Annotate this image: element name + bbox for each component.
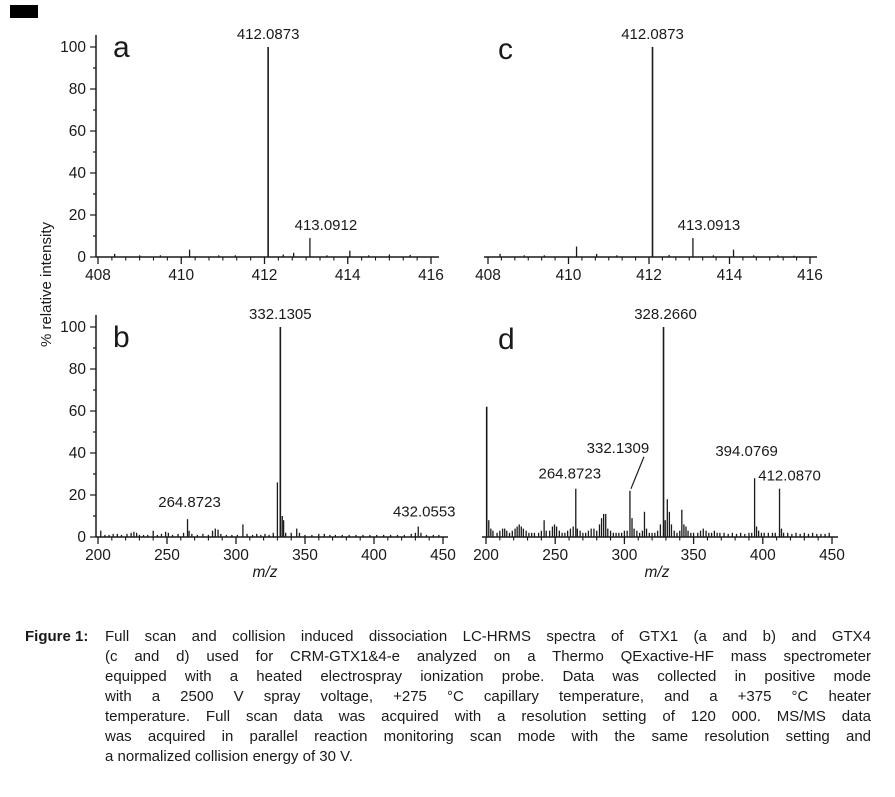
x-tick-label: 350 — [681, 547, 707, 564]
peak-label: 413.0912 — [295, 217, 358, 234]
panel-label-b: b — [113, 321, 130, 354]
y-tick-label: 100 — [60, 319, 86, 336]
spectrum-panel-b: 200 250 300 350 400 450 0 20 40 60 80 100 332.1305 26… — [60, 306, 456, 581]
y-tick-label: 20 — [69, 207, 87, 224]
y-axis-label: % relative intensity — [38, 221, 55, 348]
panel-label-d: d — [498, 323, 515, 356]
y-tick-label: 0 — [77, 249, 86, 266]
peak-label: 413.0913 — [678, 217, 741, 234]
y-tick-label: 60 — [69, 403, 87, 420]
peak-label: 332.1309 — [587, 440, 650, 457]
x-tick-label: 450 — [430, 547, 456, 564]
y-tick-label: 80 — [69, 361, 87, 378]
x-tick-label: 408 — [475, 267, 501, 284]
x-tick-label: 412 — [252, 267, 278, 284]
x-tick-label: 412 — [636, 267, 662, 284]
x-axis-title: m/z — [253, 564, 278, 581]
x-tick-label: 450 — [819, 547, 845, 564]
x-tick-label: 200 — [473, 547, 499, 564]
peaks — [499, 47, 795, 257]
peak-label-leader-line — [630, 456, 645, 490]
caption-line: Full scan and collision induced dissocia… — [105, 628, 871, 645]
peaks — [100, 327, 440, 537]
x-tick-label: 414 — [335, 267, 361, 284]
spectrum-panel-a: 408 410 412 414 416 0 20 40 60 80 100 412.0873 413.0… — [60, 26, 444, 284]
panel-label-c: c — [498, 33, 513, 66]
mass-spectra-figure: 408 410 412 414 416 0 20 40 60 80 100 412.0873 413.0… — [60, 26, 845, 581]
x-tick-label: 400 — [750, 547, 776, 564]
y-tick-label: 20 — [69, 487, 87, 504]
y-tick-label: 100 — [60, 39, 86, 56]
figure-caption-body: Full scan and collision induced dissocia… — [105, 627, 871, 767]
spectrum-panel-c: 408 410 412 414 416 412.0873 413.0913 c — [475, 26, 823, 284]
x-tick-label: 300 — [611, 547, 637, 564]
caption-line: with a 2500 V spray voltage, +275 °C cap… — [105, 688, 871, 705]
peak-label: 394.0769 — [715, 443, 778, 460]
x-tick-label: 416 — [797, 267, 823, 284]
x-tick-label: 408 — [85, 267, 111, 284]
peak-label: 412.0873 — [621, 26, 684, 43]
x-tick-label: 400 — [361, 547, 387, 564]
peak-label: 264.8723 — [158, 494, 221, 511]
figure-caption-number: Figure 1: — [25, 628, 89, 645]
panel-label-a: a — [113, 31, 130, 64]
peak-label: 264.8723 — [538, 466, 601, 483]
x-tick-label: 250 — [154, 547, 180, 564]
y-tick-label: 40 — [69, 445, 87, 462]
peak-label: 432.0553 — [393, 504, 456, 521]
peaks — [485, 327, 830, 537]
caption-line: equipped with a heated electrospray ioni… — [105, 668, 871, 685]
x-tick-label: 200 — [85, 547, 111, 564]
x-tick-label: 350 — [292, 547, 318, 564]
y-tick-label: 60 — [69, 123, 87, 140]
caption-line: (c and d) used for CRM-GTX1&4-e analyzed… — [105, 648, 871, 665]
peak-label: 328.2660 — [634, 306, 697, 323]
caption-line: was acquired in parallel reaction monito… — [105, 728, 871, 745]
x-tick-label: 250 — [542, 547, 568, 564]
x-tick-label: 414 — [717, 267, 743, 284]
x-axis-title: m/z — [645, 564, 670, 581]
x-tick-label: 410 — [556, 267, 582, 284]
peak-label: 412.0873 — [237, 26, 300, 43]
y-tick-label: 40 — [69, 165, 87, 182]
y-tick-label: 80 — [69, 81, 87, 98]
peak-label: 332.1305 — [249, 306, 312, 323]
peaks — [114, 47, 411, 257]
caption-line: temperature. Full scan data was acquired… — [105, 708, 871, 725]
x-tick-label: 416 — [418, 267, 444, 284]
y-tick-label: 0 — [77, 529, 86, 546]
peak-label: 412.0870 — [758, 468, 821, 485]
x-tick-label: 300 — [223, 547, 249, 564]
caption-line: a normalized collision energy of 30 V. — [105, 748, 353, 765]
x-tick-label: 410 — [168, 267, 194, 284]
spectrum-panel-d: 200 250 300 350 400 450 328.2660 264.8723 332.13… — [473, 306, 845, 581]
page-corner-mark — [10, 5, 38, 18]
